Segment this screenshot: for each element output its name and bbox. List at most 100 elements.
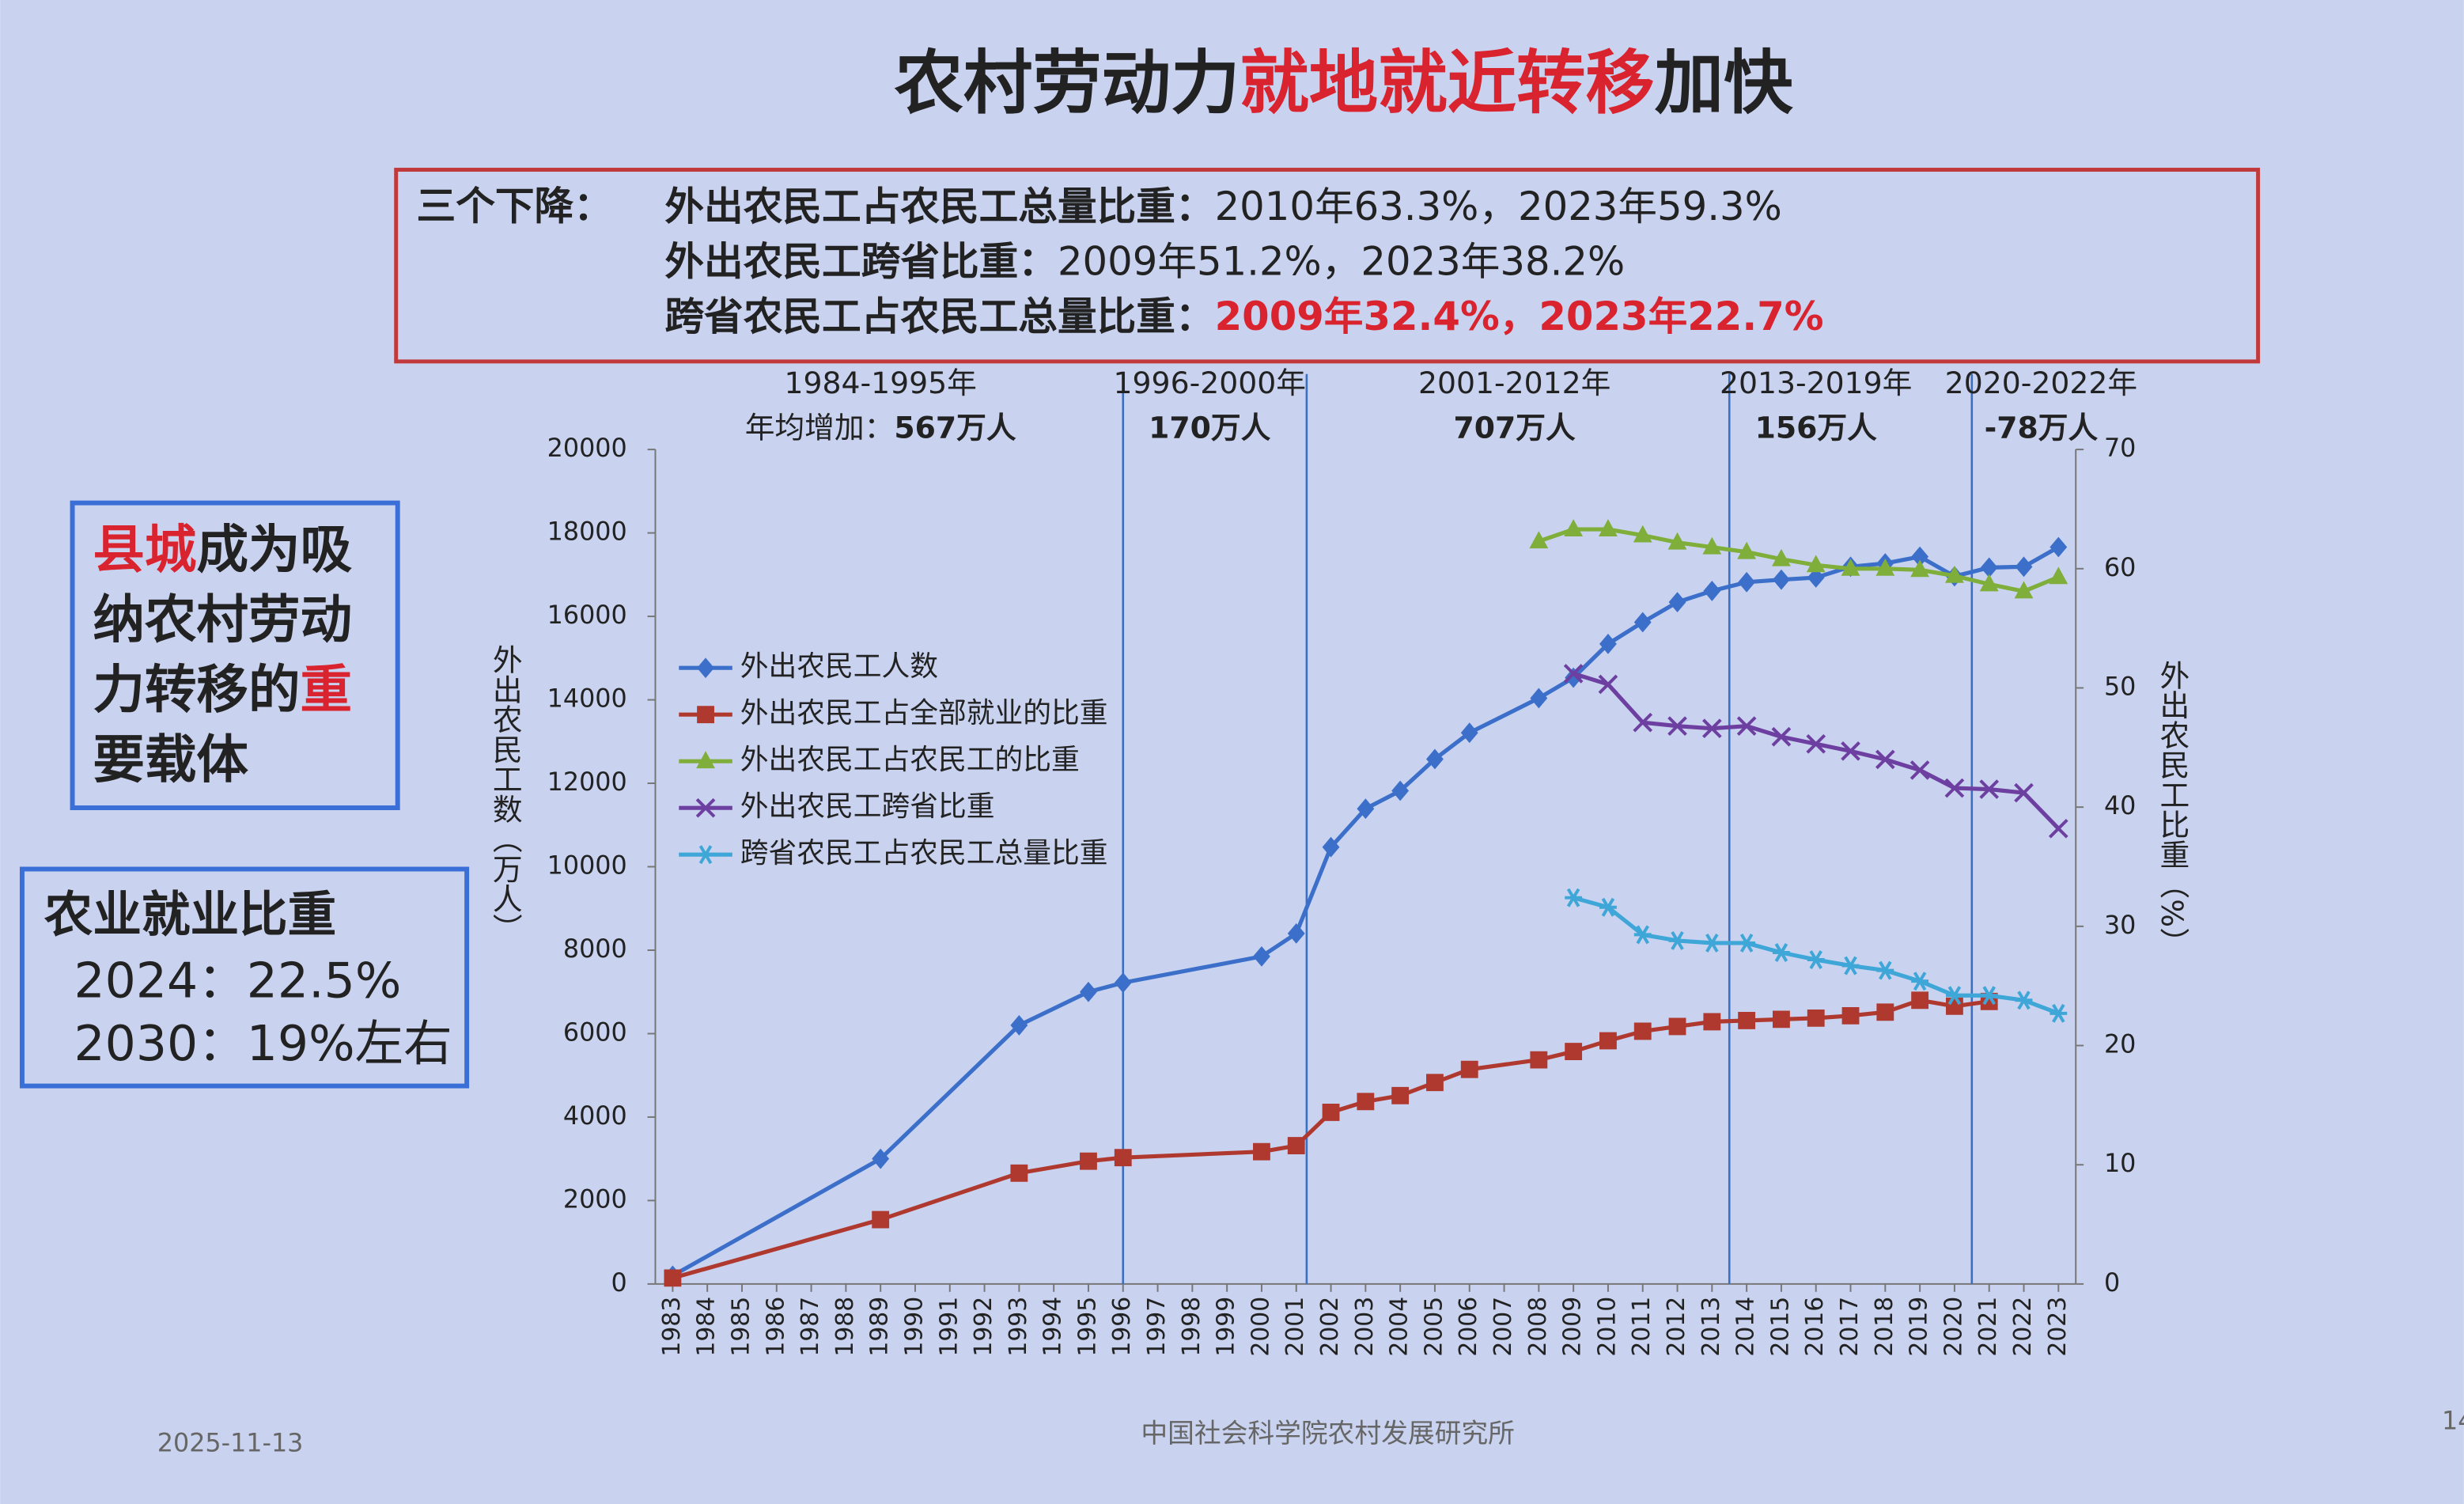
marker — [1807, 950, 1825, 969]
summary-value: 2009年51.2%，2023年38.2% — [1058, 238, 1625, 284]
marker — [1910, 559, 1930, 578]
marker — [1599, 897, 1617, 917]
marker — [2049, 566, 2068, 585]
title-part: 就地就近转移 — [1240, 43, 1654, 123]
summary-heading: 三个下降： — [417, 184, 613, 229]
marker — [1875, 558, 1895, 576]
marker — [1565, 1043, 1583, 1060]
marker — [1357, 798, 1375, 820]
x-tick-label: 2004 — [1386, 1297, 1414, 1357]
callout-line: 县城成为吸 — [93, 520, 352, 580]
x-tick-label: 2017 — [1836, 1297, 1864, 1357]
period-value: 156万人 — [1755, 410, 1878, 445]
marker — [1945, 986, 1963, 1006]
legend-label: 外出农民工占农民工的比重 — [740, 744, 1080, 776]
y2-tick-label: 0 — [2104, 1269, 2120, 1298]
marker — [1980, 557, 1998, 578]
marker — [872, 1210, 890, 1229]
marker — [1702, 718, 1722, 739]
marker — [1253, 945, 1270, 967]
period-value: 707万人 — [1454, 410, 1576, 445]
y-tick-label: 4000 — [563, 1102, 627, 1131]
legend-marker — [695, 797, 716, 818]
y-tick-label: 8000 — [563, 935, 627, 964]
x-tick-label: 2023 — [2044, 1297, 2072, 1357]
x-tick-label: 2001 — [1281, 1297, 1309, 1357]
x-tick-label: 2020 — [1940, 1297, 1967, 1357]
callout-part: 重 — [301, 660, 353, 720]
marker — [1979, 779, 2000, 799]
marker — [1841, 741, 1860, 761]
marker — [1668, 592, 1686, 613]
y-tick-label: 14000 — [547, 685, 627, 714]
marker — [1633, 525, 1652, 543]
y2-tick-label: 30 — [2104, 911, 2136, 940]
period-value: -78万人 — [1985, 410, 2099, 445]
y-tick-label: 18000 — [547, 518, 627, 547]
slide-title: 农村劳动力就地就近转移加快 — [894, 43, 1793, 123]
marker — [1633, 612, 1652, 633]
marker — [1287, 1137, 1305, 1155]
x-tick-label: 2018 — [1871, 1297, 1898, 1357]
summary-line: 外出农民工占农民工总量比重：2010年63.3%，2023年59.3% — [664, 184, 1781, 229]
x-tick-label: 1987 — [797, 1297, 824, 1357]
y2-tick-label: 70 — [2104, 434, 2136, 463]
marker — [1771, 726, 1792, 747]
period-range: 1996-2000年 — [1114, 366, 1306, 400]
x-tick-label: 1991 — [935, 1297, 963, 1357]
x-tick-label: 1988 — [831, 1297, 859, 1357]
marker — [1910, 760, 1930, 780]
x-tick-label: 2007 — [1489, 1297, 1517, 1357]
marker — [1565, 888, 1583, 907]
x-tick-label: 1989 — [866, 1297, 894, 1357]
marker — [1114, 972, 1132, 994]
period-range: 2001-2012年 — [1418, 366, 1610, 400]
period-label: 年均增加： — [745, 410, 895, 445]
marker — [1703, 580, 1721, 601]
marker — [1287, 922, 1305, 944]
marker — [1565, 667, 1583, 688]
callout-line: 纳农村劳动 — [93, 590, 352, 650]
callout-part: 成为吸 — [196, 520, 352, 580]
y2-tick-label: 50 — [2104, 672, 2136, 701]
marker — [1080, 1152, 1097, 1170]
summary-label: 外出农民工占农民工总量比重： — [664, 184, 1214, 229]
marker — [1114, 1149, 1132, 1167]
callout-box — [19, 866, 470, 1089]
period-range: 2013-2019年 — [1720, 366, 1912, 400]
marker — [1773, 943, 1790, 962]
x-tick-label: 2002 — [1316, 1297, 1344, 1357]
summary-line: 跨省农民工占农民工总量比重：2009年32.4%，2023年22.7% — [664, 294, 1823, 339]
legend-marker — [696, 751, 715, 769]
title-part: 农村劳动力 — [894, 43, 1240, 123]
x-tick-label: 1986 — [762, 1297, 789, 1357]
marker — [1841, 1006, 1860, 1025]
marker — [1737, 541, 1757, 559]
legend-label: 跨省农民工占农民工总量比重 — [740, 837, 1108, 869]
x-tick-label: 1997 — [1143, 1297, 1171, 1357]
summary-label: 跨省农民工占农民工总量比重： — [664, 294, 1214, 339]
y-tick-label: 0 — [611, 1269, 627, 1298]
y-tick-label: 10000 — [547, 852, 627, 881]
marker — [1598, 674, 1618, 695]
marker — [1460, 1060, 1478, 1078]
x-tick-label: 2019 — [1906, 1297, 1933, 1357]
legend-marker — [697, 706, 714, 724]
marker — [1391, 780, 1410, 801]
y2-tick-label: 20 — [2104, 1031, 2136, 1059]
x-tick-label: 2013 — [1698, 1297, 1725, 1357]
x-tick-label: 1995 — [1073, 1297, 1101, 1357]
callout-box — [70, 500, 400, 810]
x-tick-label: 2016 — [1801, 1297, 1829, 1357]
y-tick-label: 6000 — [563, 1018, 627, 1047]
marker — [1668, 930, 1686, 950]
marker — [1772, 548, 1791, 566]
summary-value: 2009年32.4%，2023年22.7% — [1215, 294, 1824, 339]
marker — [1426, 748, 1444, 770]
x-tick-label: 2021 — [1974, 1297, 2002, 1357]
callout-heading: 农业就业比重 — [44, 886, 336, 943]
marker — [1563, 664, 1584, 684]
marker — [1772, 569, 1790, 590]
y-tick-label: 16000 — [547, 601, 627, 630]
marker — [1426, 1074, 1444, 1092]
